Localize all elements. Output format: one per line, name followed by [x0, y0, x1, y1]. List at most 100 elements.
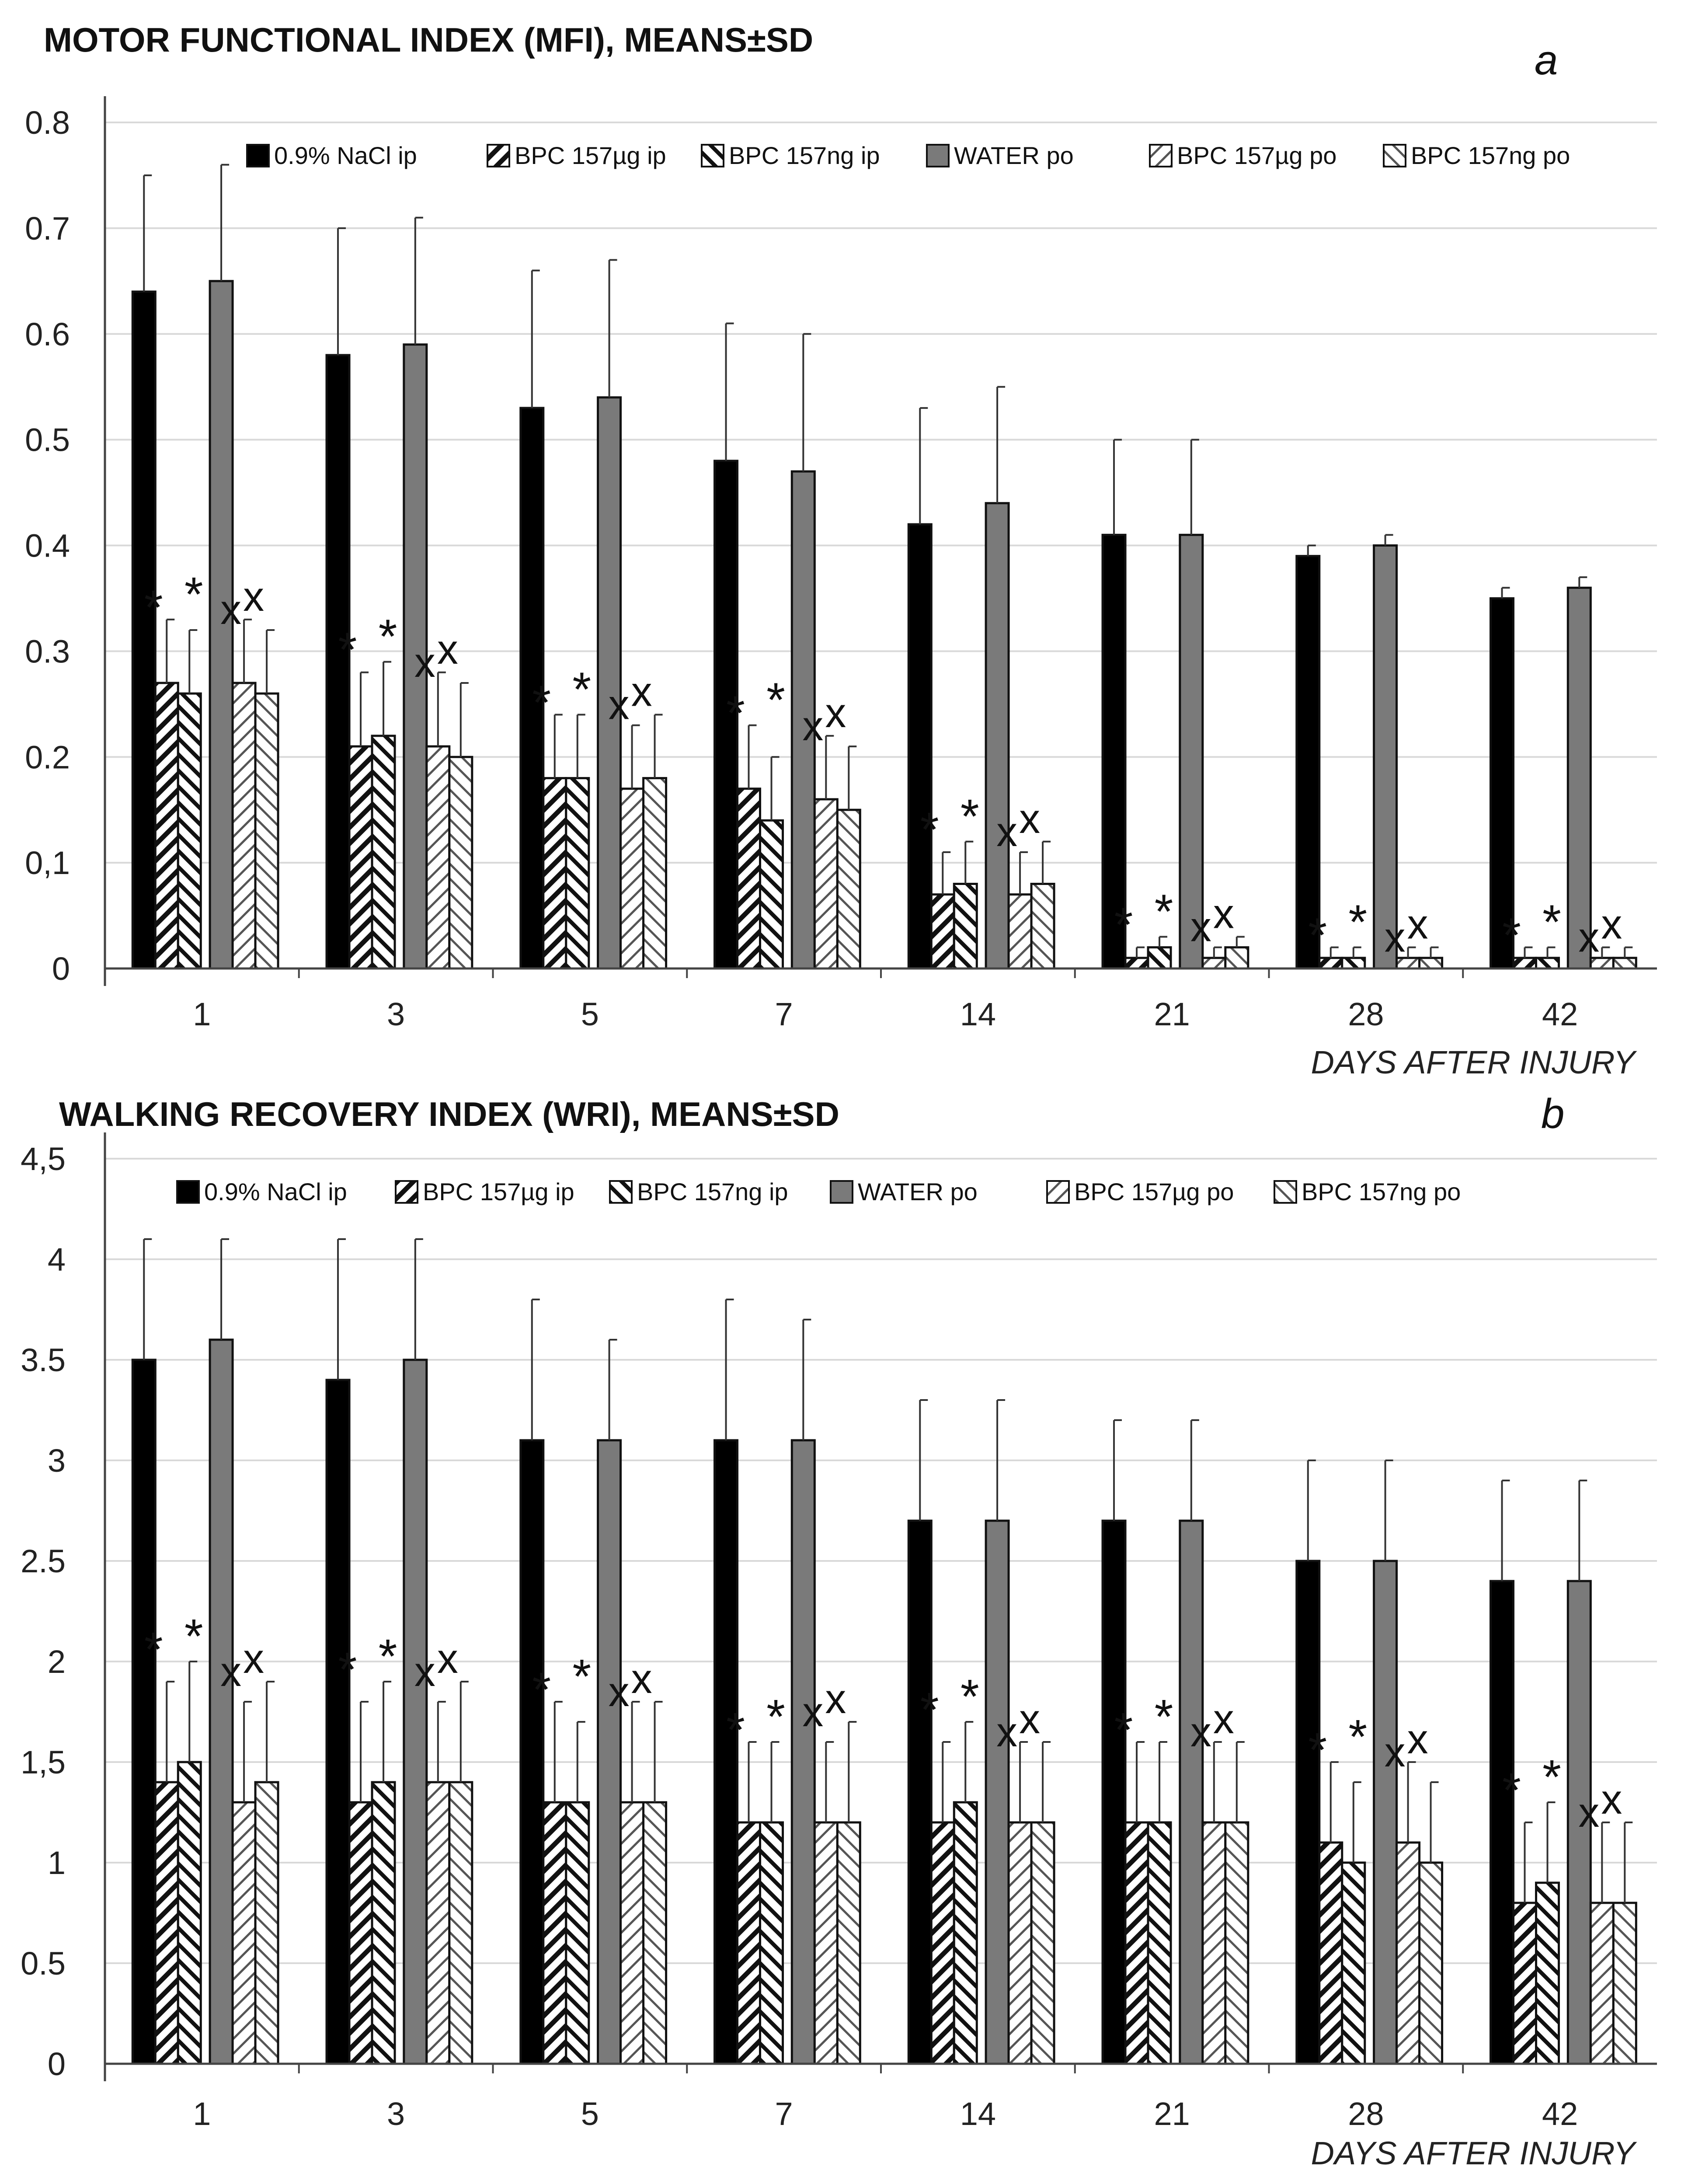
significance-star: *: [1348, 895, 1367, 949]
bars-mfi: [131, 280, 1637, 970]
bar-wri-series-4-cat-5: [1201, 1821, 1227, 2065]
x-ticks-wri: 1 3 5 7 14 21 28 42: [104, 2064, 1578, 2132]
bar-mfi-series-0-cat-6: [1295, 555, 1321, 970]
legend-swatch: [176, 1180, 200, 1204]
significance-x: x: [1190, 903, 1211, 950]
error-bars-mfi: [143, 164, 1633, 958]
significance-star: *: [1155, 885, 1173, 938]
x-tick-label: 3: [387, 2096, 405, 2132]
bar-wri-series-5-cat-1: [448, 1781, 473, 2065]
x-tick-label: 5: [581, 996, 599, 1032]
bar-mfi-series-5-cat-3: [836, 808, 861, 970]
bar-mfi-series-2-cat-4: [953, 883, 978, 970]
significance-star: *: [1542, 895, 1561, 949]
y-tick-label: 2: [48, 1644, 66, 1680]
bar-mfi-series-5-cat-7: [1612, 957, 1637, 970]
significance-x: x: [1578, 1789, 1599, 1836]
bar-mfi-series-5-cat-2: [642, 777, 668, 970]
bar-wri-series-3-cat-6: [1373, 1560, 1398, 2065]
bar-mfi-series-2-cat-7: [1535, 957, 1560, 970]
y-tick-label: 0: [48, 2046, 66, 2082]
x-tick-label: 28: [1348, 2096, 1384, 2132]
significance-marks-wri: * *x x * * x x* * x x* * x x * *x x * * x x* * x x* *x x: [144, 1609, 1622, 1836]
legend-swatch: [1149, 144, 1173, 167]
x-tick-label: 7: [775, 2096, 793, 2132]
legend-label: BPC 157µg ip: [423, 1178, 574, 1205]
x-tick-label: 21: [1154, 996, 1190, 1032]
legend-swatch: [609, 1180, 633, 1204]
bar-wri-series-1-cat-3: [736, 1821, 762, 2065]
significance-x: x: [996, 1709, 1017, 1756]
legend-label: BPC 157µg po: [1074, 1178, 1234, 1205]
bar-wri-series-3-cat-3: [790, 1439, 816, 2065]
bar-mfi-series-1-cat-5: [1124, 957, 1149, 970]
y-tick-label: 1: [48, 1845, 66, 1881]
legend-label: BPC 157ng po: [1302, 1178, 1461, 1205]
y-tick-label: 0,1: [25, 845, 70, 881]
significance-star: *: [572, 663, 591, 717]
bar-wri-series-5-cat-2: [642, 1801, 668, 2065]
significance-x: x: [414, 1648, 435, 1695]
x-tick-label: 3: [387, 996, 405, 1032]
bar-mfi-series-5-cat-5: [1224, 946, 1249, 970]
significance-x: x: [1019, 795, 1040, 842]
bar-mfi-series-4-cat-0: [231, 682, 257, 970]
bar-wri-series-3-cat-2: [597, 1439, 622, 2065]
bar-wri-series-0-cat-4: [907, 1519, 933, 2065]
bar-wri-series-1-cat-6: [1318, 1841, 1343, 2065]
y-tick-label: 0.8: [25, 104, 70, 141]
significance-star: *: [766, 1690, 785, 1744]
axes-wri: [104, 1132, 1657, 2081]
significance-x: x: [1190, 1709, 1211, 1756]
bar-wri-series-0-cat-7: [1490, 1580, 1515, 2065]
legend-label: BPC 157ng ip: [637, 1178, 788, 1205]
y-tick-label: 0.5: [25, 422, 70, 458]
significance-x: x: [243, 573, 264, 620]
bar-mfi-series-0-cat-4: [907, 523, 933, 970]
significance-star: *: [338, 1643, 357, 1696]
bar-wri-series-2-cat-3: [759, 1821, 784, 2065]
x-tick-label: 28: [1348, 996, 1384, 1032]
legend-swatch: [926, 144, 950, 167]
legend-label: BPC 157ng ip: [729, 142, 880, 169]
significance-star: *: [726, 686, 745, 740]
bar-wri-series-5-cat-6: [1418, 1861, 1444, 2065]
bar-wri-series-4-cat-3: [813, 1821, 839, 2065]
bar-mfi-series-2-cat-5: [1147, 946, 1172, 970]
legend-swatch: [246, 144, 270, 167]
bar-wri-series-4-cat-1: [425, 1781, 451, 2065]
x-tick-label: 5: [581, 2096, 599, 2132]
bar-wri-series-0-cat-1: [325, 1379, 351, 2065]
bar-wri-series-1-cat-1: [348, 1801, 373, 2065]
significance-star: *: [920, 1683, 939, 1737]
bar-wri-series-3-cat-7: [1566, 1580, 1592, 2065]
significance-x: x: [1385, 914, 1406, 961]
significance-star: *: [1308, 1723, 1327, 1777]
legend-wri: 0.9% NaCl ip BPC 157µg ip BPC 157ng ip WATE…: [176, 1178, 1461, 1205]
significance-x: x: [825, 1675, 846, 1722]
significance-star: *: [144, 1623, 163, 1676]
legend-swatch: [830, 1180, 853, 1204]
significance-star: *: [572, 1650, 591, 1703]
panel-label-b: b: [1541, 1090, 1564, 1137]
bar-wri-series-1-cat-5: [1124, 1821, 1149, 2065]
legend-swatch: [487, 144, 510, 167]
y-tick-label: 0.6: [25, 316, 70, 352]
significance-star: *: [532, 676, 551, 730]
bar-mfi-series-0-cat-2: [519, 407, 545, 970]
significance-x: x: [825, 690, 846, 736]
significance-star: *: [338, 623, 357, 677]
bar-wri-series-4-cat-2: [619, 1801, 645, 2065]
significance-x: x: [1578, 914, 1599, 961]
bar-mfi-series-4-cat-2: [619, 787, 645, 970]
x-axis-label-mfi: DAYS AFTER INJURY: [1311, 1044, 1637, 1080]
bar-wri-series-0-cat-2: [519, 1439, 545, 2065]
chart-mfi: MOTOR FUNCTIONAL INDEX (MFI), MEANS±SD a…: [25, 21, 1657, 1080]
legend-swatch: [1383, 144, 1406, 167]
bar-wri-series-0-cat-6: [1295, 1560, 1321, 2065]
significance-star: *: [144, 581, 163, 634]
chart-title-mfi: MOTOR FUNCTIONAL INDEX (MFI), MEANS±SD: [44, 21, 813, 59]
bar-mfi-series-5-cat-0: [254, 692, 279, 970]
bar-wri-series-5-cat-0: [254, 1781, 279, 2065]
legend-swatch: [701, 144, 724, 167]
